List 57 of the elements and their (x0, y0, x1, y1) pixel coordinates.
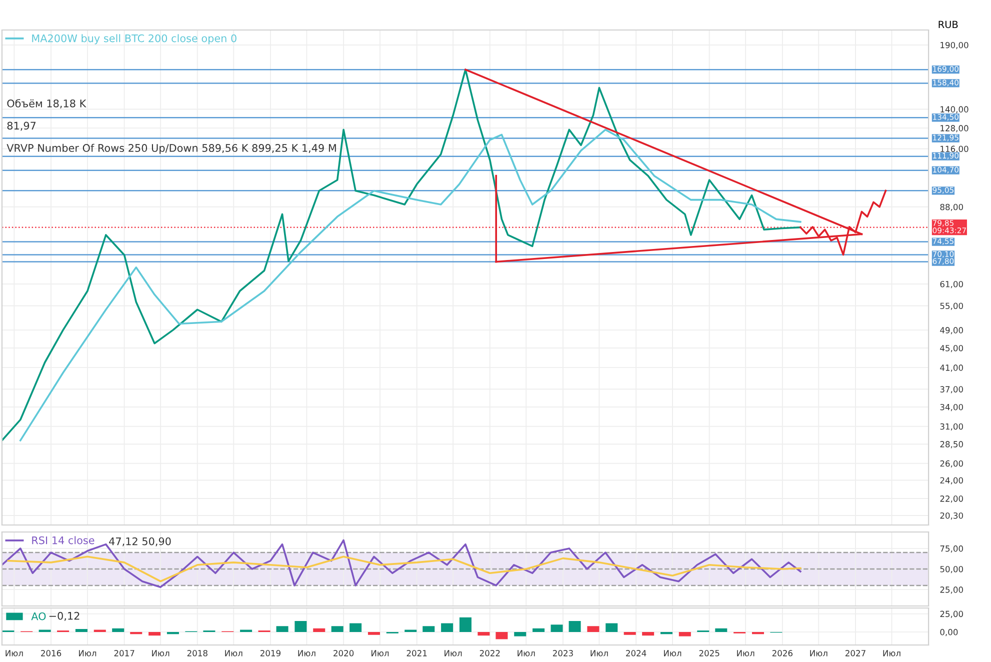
y-tick-label: 41,00 (940, 364, 963, 372)
x-tick-label: Июл (810, 650, 828, 656)
x-tick-label: 2027 (845, 650, 866, 656)
y-tick-label: 88,00 (940, 204, 963, 212)
y-tick-label: 37,00 (940, 386, 963, 394)
x-tick-label: Июл (298, 650, 316, 656)
x-tick-label: 2018 (187, 650, 208, 656)
x-tick-label: Июл (518, 650, 535, 656)
legend-label: RSI 14 close (32, 536, 94, 544)
x-tick-label: Июл (6, 650, 23, 656)
x-tick-label: 2024 (626, 650, 646, 656)
y-tick-label: 34,00 (940, 404, 963, 412)
x-tick-label: 2017 (114, 650, 134, 656)
y-tick-label: 61,00 (940, 280, 963, 288)
y-tick-label: 128,00 (940, 125, 968, 132)
annotation: 81,97 (7, 122, 36, 131)
y-tick-label: 50,00 (940, 566, 963, 574)
annotation: Объём 18,18 K (7, 99, 86, 108)
x-tick-label: Июл (372, 650, 389, 656)
x-tick-label: Июл (883, 650, 900, 656)
y-tick-label: 26,00 (940, 460, 963, 468)
x-tick-label: Июл (225, 650, 242, 656)
x-tick-label: Июл (737, 650, 754, 656)
x-tick-label: 2021 (406, 650, 427, 656)
x-tick-label: 2023 (552, 650, 573, 656)
y-tick-label: 190,00 (940, 42, 968, 50)
x-tick-label: Июл (79, 650, 96, 656)
y-tick-label: 22,00 (940, 496, 963, 503)
y-tick-label: 28,50 (940, 441, 963, 448)
x-tick-label: 2019 (260, 650, 280, 656)
x-tick-label: Июл (444, 650, 462, 656)
x-tick-label: Июл (664, 650, 682, 656)
y-tick-label: 140,00 (940, 106, 968, 114)
annotation: −0,12 (49, 612, 80, 621)
y-tick-label: 116,00 (940, 146, 968, 153)
x-tick-label: 2025 (699, 650, 720, 656)
x-tick-label: 2022 (480, 650, 500, 656)
y-tick-label: 25,00 (940, 586, 963, 594)
x-tick-label: 2026 (772, 650, 792, 656)
text: MA200W buy sell BTC 200 close open 0 (32, 34, 236, 44)
y-tick-label: 20,30 (940, 512, 963, 520)
x-tick-label: Июл (152, 650, 170, 656)
x-tick-label: Июл (590, 650, 608, 656)
legend-label: AO (31, 612, 46, 620)
y-tick-label: 45,00 (940, 344, 963, 352)
x-tick-label: 2016 (41, 650, 62, 656)
y-tick-label: 25,00 (940, 610, 963, 618)
annotation: VRVP Number Of Rows 250 Up/Down 589,56 K 899,25 K 1,49 M (6, 144, 336, 154)
y-axis-title: RUB (938, 20, 958, 28)
y-tick-label: 75,00 (940, 545, 963, 553)
y-tick-label: 49,00 (940, 327, 963, 334)
annotation: 47,12 50,90 (109, 537, 171, 546)
y-tick-label: 31,00 (940, 423, 963, 431)
x-tick-label: 2020 (334, 650, 354, 656)
y-tick-label: 24,00 (940, 477, 963, 484)
y-tick-label: 0,00 (940, 628, 958, 636)
y-tick-label: 55,00 (940, 302, 963, 310)
